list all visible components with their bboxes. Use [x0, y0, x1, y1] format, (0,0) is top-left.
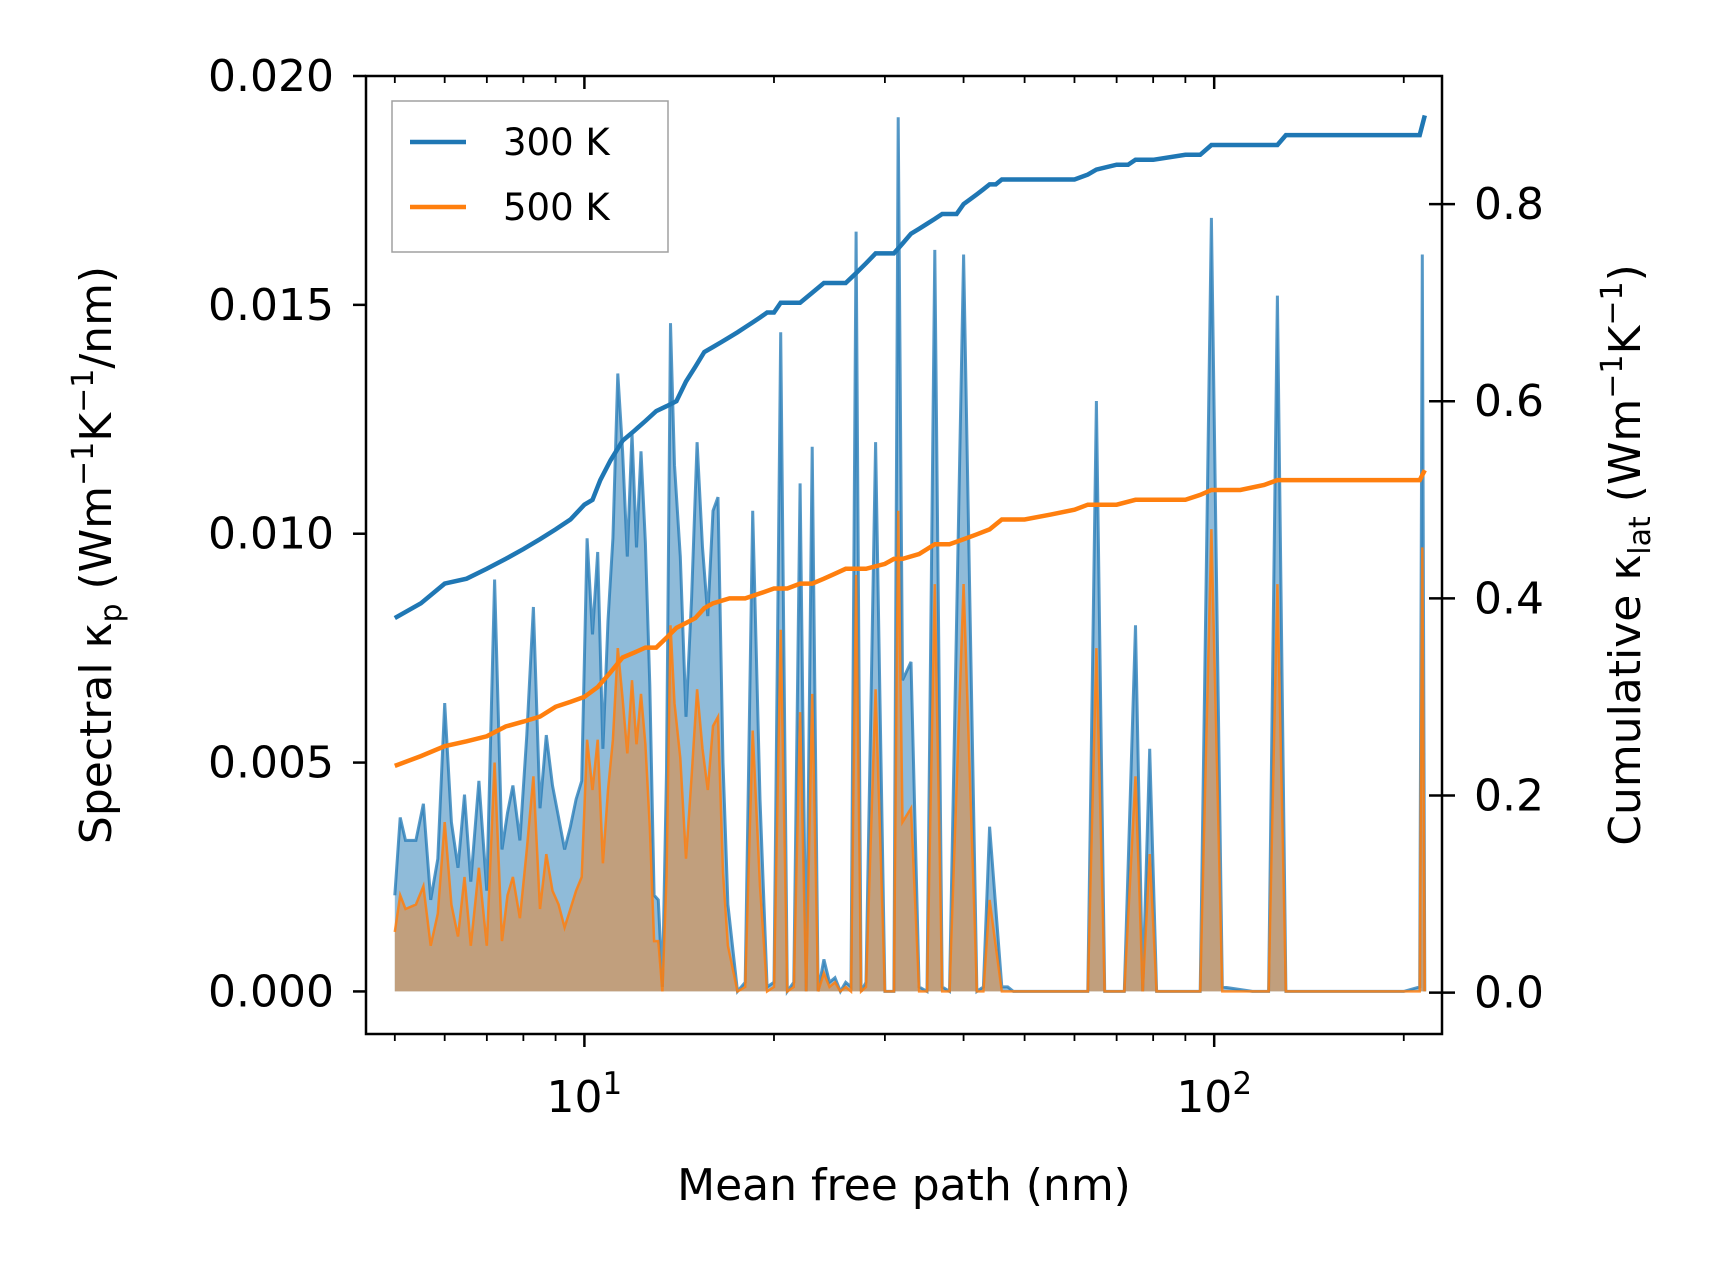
- spectral-fill-500k: [394, 510, 1425, 992]
- x-axis-title: Mean free path (nm): [677, 1160, 1131, 1211]
- left-tick-label: 0.005: [208, 738, 334, 789]
- right-tick-label: 0.0: [1474, 968, 1544, 1019]
- x-tick-label: 101: [547, 1066, 623, 1123]
- x-tick-exponent: 2: [1232, 1066, 1252, 1102]
- x-tick-label: 102: [1176, 1066, 1252, 1123]
- right-y-axis-title: Cumulative κlat (Wm−1K−1): [1595, 264, 1658, 846]
- left-y-tick-labels: 0.000 0.005 0.010 0.015 0.020: [208, 51, 334, 1017]
- x-tick-base: 10: [547, 1072, 603, 1123]
- plot-area: [393, 114, 1427, 997]
- spectral-fill-300k: [394, 117, 1425, 992]
- legend-box: [391, 100, 669, 253]
- axis-ticks: [353, 74, 1455, 1047]
- legend-label-500k: 500 K: [503, 186, 611, 229]
- x-tick-base: 10: [1176, 1072, 1232, 1123]
- left-tick-label: 0.020: [208, 51, 334, 102]
- spectral-line-300k: [393, 117, 1427, 997]
- x-tick-labels: 101 102: [547, 1066, 1253, 1123]
- axes-frame: [364, 74, 1444, 1036]
- cumulative-line-500k: [394, 469, 1427, 769]
- right-tick-label: 0.2: [1474, 770, 1544, 821]
- legend: 300 K 500 K: [391, 100, 669, 253]
- left-tick-label: 0.000: [208, 966, 334, 1017]
- legend-label-300k: 300 K: [503, 121, 611, 164]
- right-y-tick-labels: 0.0 0.2 0.4 0.6 0.8: [1474, 179, 1544, 1018]
- right-tick-label: 0.4: [1474, 573, 1544, 624]
- right-tick-label: 0.6: [1474, 376, 1544, 427]
- x-tick-exponent: 1: [603, 1066, 623, 1102]
- left-y-axis-title: Spectral κp (Wm−1K−1/nm): [66, 266, 129, 844]
- left-tick-label: 0.015: [208, 280, 334, 331]
- spectral-line-500k: [393, 510, 1427, 995]
- cumulative-line-300k: [393, 114, 1427, 621]
- left-tick-label: 0.010: [208, 509, 334, 560]
- right-tick-label: 0.8: [1474, 179, 1544, 230]
